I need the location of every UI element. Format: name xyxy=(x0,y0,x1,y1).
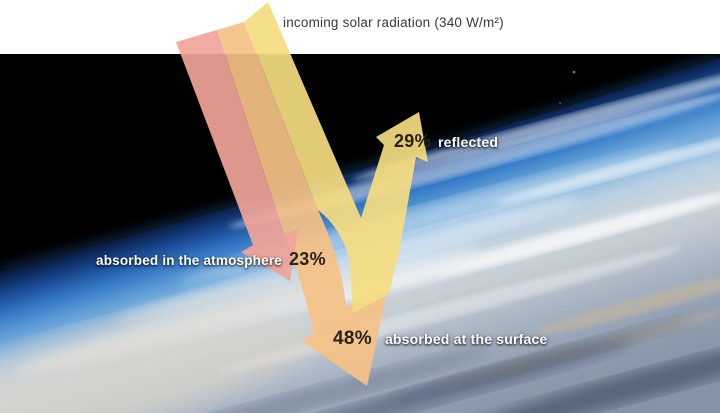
arrow-band-yellow-reflected xyxy=(244,2,428,313)
incoming-radiation-label: incoming solar radiation (340 W/m²) xyxy=(283,15,504,30)
surface-flow-label: 48% absorbed at the surface xyxy=(333,328,547,350)
arrow-band-pink-absorbed-atmosphere xyxy=(176,30,298,281)
incoming-radiation-text: incoming solar radiation (340 W/m²) xyxy=(283,15,504,30)
atmosphere-flow-label: absorbed in the atmosphere 23% xyxy=(96,249,326,270)
arrow-band-orange-absorbed-surface xyxy=(217,22,386,386)
reflected-flow-label: 29% reflected xyxy=(394,131,498,152)
atmosphere-percentage: 23% xyxy=(289,249,326,269)
reflected-caption: reflected xyxy=(437,134,499,150)
cloud-layer xyxy=(0,60,720,413)
surface-caption: absorbed at the surface xyxy=(384,331,548,347)
atmosphere-caption: absorbed in the atmosphere xyxy=(96,253,282,268)
reflected-percentage: 29% xyxy=(394,131,431,151)
surface-percentage: 48% xyxy=(333,328,372,349)
top-caption-strip xyxy=(0,0,720,54)
